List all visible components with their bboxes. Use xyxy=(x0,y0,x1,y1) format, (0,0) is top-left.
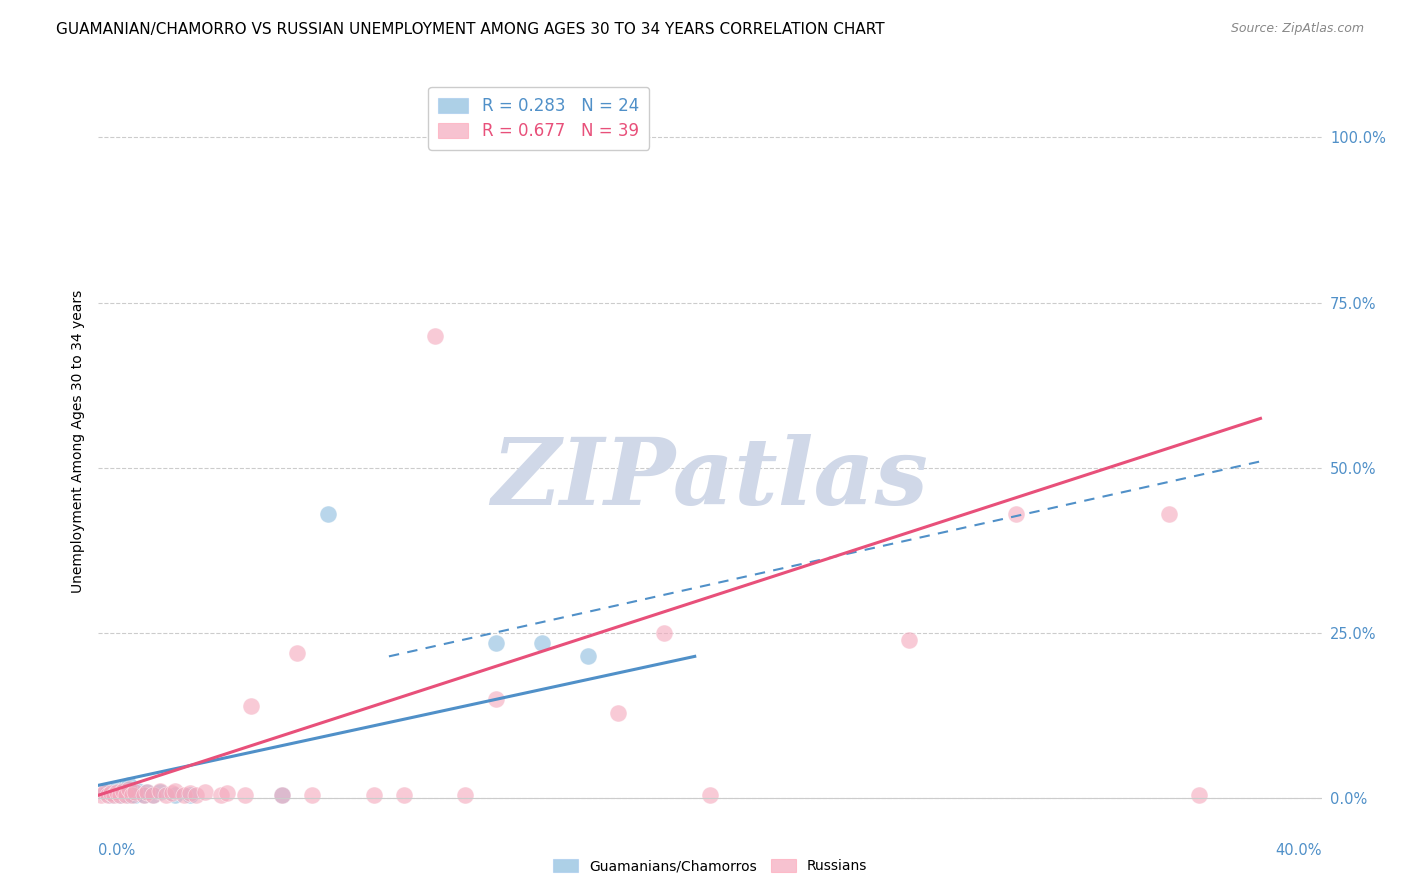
Legend: Guamanians/Chamorros, Russians: Guamanians/Chamorros, Russians xyxy=(547,854,873,879)
Point xyxy=(179,788,201,802)
Text: ZIPatlas: ZIPatlas xyxy=(492,434,928,524)
Point xyxy=(136,785,159,799)
Point xyxy=(136,785,159,799)
Point xyxy=(240,698,263,713)
Point xyxy=(111,783,134,797)
Text: Source: ZipAtlas.com: Source: ZipAtlas.com xyxy=(1230,22,1364,36)
Point xyxy=(124,788,146,802)
Point xyxy=(115,780,138,794)
Point xyxy=(155,788,177,802)
Point xyxy=(576,649,599,664)
Point xyxy=(93,786,115,800)
Point xyxy=(97,783,120,797)
Point xyxy=(163,788,186,802)
Point xyxy=(215,786,238,800)
Point xyxy=(301,788,323,802)
Point xyxy=(179,786,201,800)
Point xyxy=(108,788,131,802)
Point xyxy=(607,706,630,720)
Point xyxy=(124,785,146,799)
Point xyxy=(163,783,186,797)
Point xyxy=(103,788,125,802)
Point xyxy=(105,781,128,796)
Point xyxy=(699,788,721,802)
Point xyxy=(103,786,125,800)
Point xyxy=(118,781,141,796)
Point xyxy=(897,632,920,647)
Point xyxy=(142,788,165,802)
Y-axis label: Unemployment Among Ages 30 to 34 years: Unemployment Among Ages 30 to 34 years xyxy=(70,290,84,593)
Point xyxy=(97,788,120,802)
Point xyxy=(652,626,675,640)
Point xyxy=(118,778,141,792)
Point xyxy=(100,786,122,800)
Point xyxy=(118,788,141,802)
Point xyxy=(233,788,256,802)
Point xyxy=(108,788,131,802)
Point xyxy=(93,785,115,799)
Point xyxy=(1157,508,1180,522)
Point xyxy=(111,785,134,799)
Point xyxy=(363,788,385,802)
Point xyxy=(194,785,217,799)
Point xyxy=(530,636,553,650)
Point xyxy=(160,786,183,800)
Point xyxy=(134,788,156,802)
Point xyxy=(423,328,446,343)
Point xyxy=(316,508,339,522)
Point xyxy=(186,788,208,802)
Point xyxy=(121,788,143,802)
Point xyxy=(285,646,308,660)
Point xyxy=(142,788,165,802)
Point xyxy=(118,785,141,799)
Point xyxy=(115,788,138,802)
Point xyxy=(149,783,172,797)
Point xyxy=(90,788,112,802)
Point xyxy=(100,788,122,802)
Point xyxy=(270,788,292,802)
Text: GUAMANIAN/CHAMORRO VS RUSSIAN UNEMPLOYMENT AMONG AGES 30 TO 34 YEARS CORRELATION: GUAMANIAN/CHAMORRO VS RUSSIAN UNEMPLOYME… xyxy=(56,22,884,37)
Point xyxy=(485,692,508,706)
Point xyxy=(1188,788,1211,802)
Point xyxy=(454,788,477,802)
Point xyxy=(173,788,195,802)
Text: 40.0%: 40.0% xyxy=(1275,843,1322,858)
Point xyxy=(149,785,172,799)
Point xyxy=(134,788,156,802)
Text: 0.0%: 0.0% xyxy=(98,843,135,858)
Point xyxy=(485,636,508,650)
Point xyxy=(1004,508,1026,522)
Point xyxy=(392,788,416,802)
Point xyxy=(127,783,149,797)
Point xyxy=(270,788,292,802)
Point xyxy=(105,785,128,799)
Point xyxy=(209,788,232,802)
